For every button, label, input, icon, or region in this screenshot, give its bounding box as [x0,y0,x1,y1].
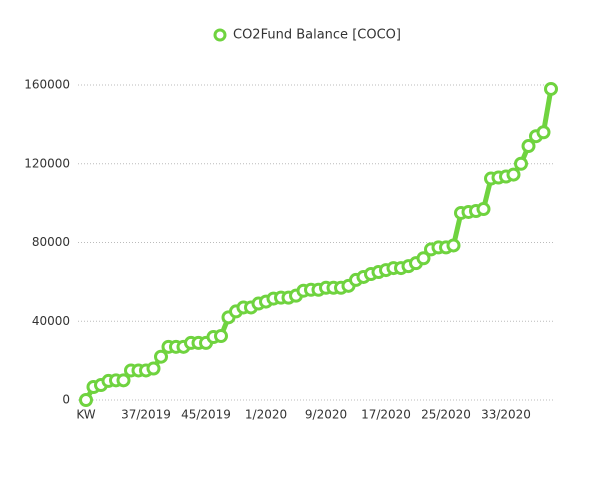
legend-label: CO2Fund Balance [COCO] [233,28,401,43]
point [544,81,558,96]
point [214,329,228,344]
y-tick-label: 160000 [24,78,70,92]
x-tick-label: 17/2020 [361,408,411,422]
x-tick-label: KW [76,408,95,422]
x-tick-label: 25/2020 [421,408,471,422]
y-tick-label: 0 [62,393,70,407]
point [506,167,521,182]
legend: CO2Fund Balance [COCO] [213,28,401,43]
legend-marker [213,28,227,42]
point [416,251,431,266]
point [116,373,131,388]
point [476,202,491,217]
point [146,361,161,376]
x-tick-label: 37/2019 [121,408,171,422]
point [514,156,528,171]
y-tick-label: 80000 [32,235,70,249]
x-tick-label: 33/2020 [481,408,531,422]
point [154,349,168,364]
y-tick-label: 120000 [24,156,70,170]
point [536,125,551,140]
x-tick-label: 9/2020 [305,408,347,422]
point [446,238,461,253]
x-tick-label: 1/2020 [245,408,287,422]
y-tick-label: 40000 [32,314,70,328]
point [521,139,536,154]
point [79,393,93,407]
x-tick-label: 45/2019 [181,408,231,422]
